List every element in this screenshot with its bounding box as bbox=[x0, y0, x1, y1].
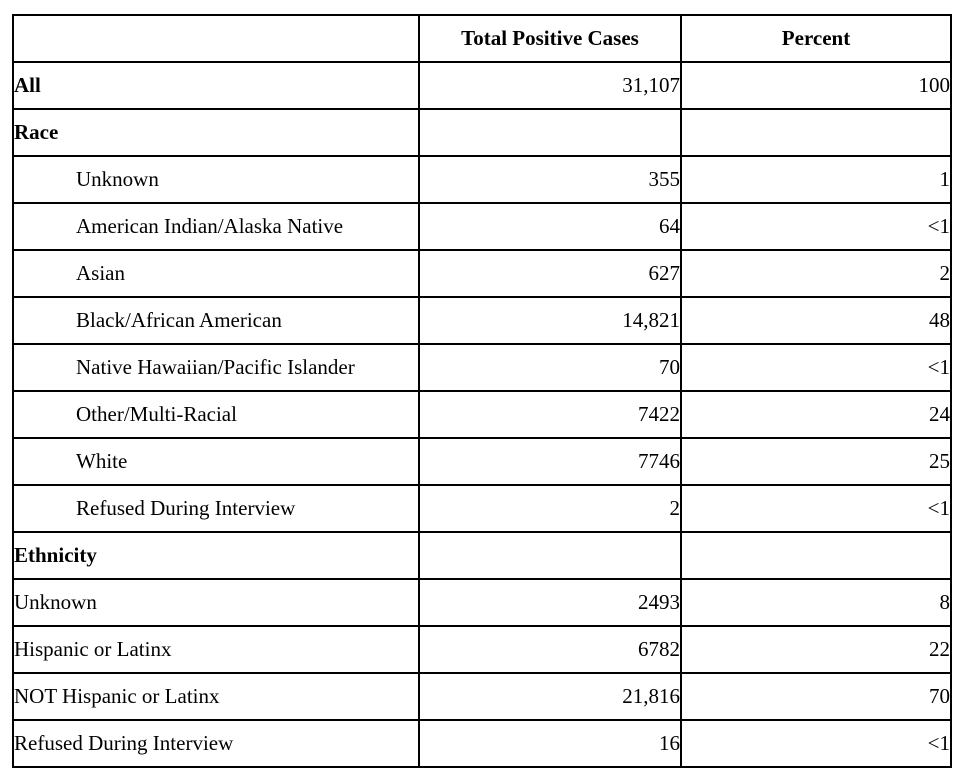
percent-cell bbox=[680, 108, 952, 157]
table-row: Unknown 355 1 bbox=[12, 155, 952, 204]
row-label-cell: Unknown bbox=[12, 578, 420, 627]
total-positive-cases-cell: 2493 bbox=[418, 578, 682, 627]
percent-cell: <1 bbox=[680, 484, 952, 533]
row-label-cell: Unknown bbox=[12, 155, 420, 204]
total-positive-cases-cell: 70 bbox=[418, 343, 682, 392]
percent-cell: 1 bbox=[680, 155, 952, 204]
row-label-cell: American Indian/Alaska Native bbox=[12, 202, 420, 251]
table-row: All 31,107 100 bbox=[12, 61, 952, 110]
percent-cell: 22 bbox=[680, 625, 952, 674]
total-positive-cases-cell: 21,816 bbox=[418, 672, 682, 721]
percent-cell: 100 bbox=[680, 61, 952, 110]
table-row: Race bbox=[12, 108, 952, 157]
percent-cell: 25 bbox=[680, 437, 952, 486]
percent-cell: 2 bbox=[680, 249, 952, 298]
row-label-cell: Other/Multi-Racial bbox=[12, 390, 420, 439]
header-cell-category bbox=[12, 14, 420, 63]
total-positive-cases-cell: 7422 bbox=[418, 390, 682, 439]
row-label-cell: Ethnicity bbox=[12, 531, 420, 580]
row-label-cell: Refused During Interview bbox=[12, 719, 420, 768]
percent-cell: 48 bbox=[680, 296, 952, 345]
row-label-cell: Race bbox=[12, 108, 420, 157]
table-row: Black/African American 14,821 48 bbox=[12, 296, 952, 345]
total-positive-cases-cell: 16 bbox=[418, 719, 682, 768]
total-positive-cases-cell: 6782 bbox=[418, 625, 682, 674]
row-label-cell: Black/African American bbox=[12, 296, 420, 345]
row-label-cell: NOT Hispanic or Latinx bbox=[12, 672, 420, 721]
percent-cell: 8 bbox=[680, 578, 952, 627]
percent-cell: <1 bbox=[680, 719, 952, 768]
row-label-cell: Asian bbox=[12, 249, 420, 298]
table-row: American Indian/Alaska Native 64 <1 bbox=[12, 202, 952, 251]
total-positive-cases-cell: 31,107 bbox=[418, 61, 682, 110]
table-header: Total Positive Cases Percent bbox=[12, 14, 952, 63]
table-row: White 7746 25 bbox=[12, 437, 952, 486]
table-row: Unknown 2493 8 bbox=[12, 578, 952, 627]
row-label-cell: Native Hawaiian/Pacific Islander bbox=[12, 343, 420, 392]
total-positive-cases-cell: 14,821 bbox=[418, 296, 682, 345]
total-positive-cases-cell: 627 bbox=[418, 249, 682, 298]
table-row: NOT Hispanic or Latinx 21,816 70 bbox=[12, 672, 952, 721]
percent-cell: <1 bbox=[680, 202, 952, 251]
table-row: Native Hawaiian/Pacific Islander 70 <1 bbox=[12, 343, 952, 392]
percent-cell: 70 bbox=[680, 672, 952, 721]
header-row: Total Positive Cases Percent bbox=[12, 14, 952, 63]
table-row: Asian 627 2 bbox=[12, 249, 952, 298]
total-positive-cases-cell: 7746 bbox=[418, 437, 682, 486]
row-label-cell: Hispanic or Latinx bbox=[12, 625, 420, 674]
total-positive-cases-cell bbox=[418, 108, 682, 157]
table-row: Hispanic or Latinx 6782 22 bbox=[12, 625, 952, 674]
total-positive-cases-cell bbox=[418, 531, 682, 580]
row-label-cell: White bbox=[12, 437, 420, 486]
header-cell-percent: Percent bbox=[680, 14, 952, 63]
percent-cell: <1 bbox=[680, 343, 952, 392]
header-cell-total-positive-cases: Total Positive Cases bbox=[418, 14, 682, 63]
percent-cell bbox=[680, 531, 952, 580]
table-body: All 31,107 100 Race Unknown 355 1 American Indi… bbox=[12, 61, 952, 768]
row-label-cell: All bbox=[12, 61, 420, 110]
table-row: Ethnicity bbox=[12, 531, 952, 580]
table-row: Other/Multi-Racial 7422 24 bbox=[12, 390, 952, 439]
total-positive-cases-cell: 64 bbox=[418, 202, 682, 251]
table-row: Refused During Interview 16 <1 bbox=[12, 719, 952, 768]
total-positive-cases-cell: 355 bbox=[418, 155, 682, 204]
total-positive-cases-cell: 2 bbox=[418, 484, 682, 533]
percent-cell: 24 bbox=[680, 390, 952, 439]
table-row: Refused During Interview 2 <1 bbox=[12, 484, 952, 533]
row-label-cell: Refused During Interview bbox=[12, 484, 420, 533]
cases-by-race-ethnicity-table: Total Positive Cases Percent All 31,107 10… bbox=[12, 14, 952, 768]
